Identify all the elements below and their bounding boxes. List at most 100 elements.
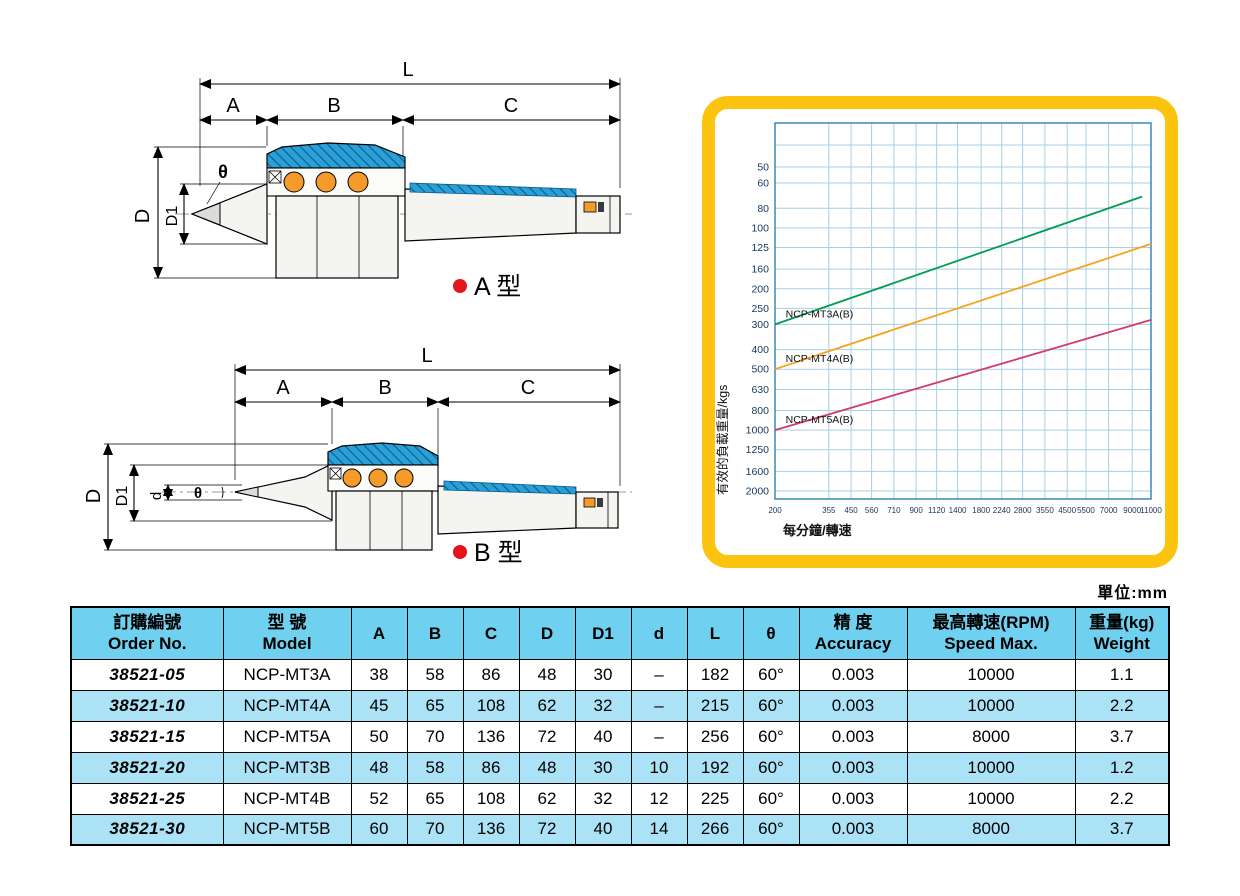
table-cell: 86	[462, 751, 520, 784]
table-cell: 62	[518, 782, 576, 815]
y-tick-label: 2000	[746, 486, 770, 498]
column-header: 訂購編號 Order No.	[70, 606, 224, 660]
column-header: B	[406, 606, 464, 660]
x-tick-label: 2800	[1014, 506, 1032, 515]
table-cell: 14	[630, 813, 688, 846]
y-tick-label: 300	[751, 319, 769, 331]
table-cell: 60°	[742, 813, 800, 846]
table-cell: 60°	[742, 720, 800, 753]
model-cell: NCP-MT3B	[222, 751, 352, 784]
table-cell: 72	[518, 720, 576, 753]
bearing-ball	[342, 468, 362, 488]
table-cell: 0.003	[798, 658, 908, 691]
table-cell: –	[630, 720, 688, 753]
table-row: 38521-30 NCP-MT5B 60 70 136 72 40 14 266 60° 0.003…	[70, 813, 1170, 846]
series-line	[774, 319, 1152, 431]
model-cell: NCP-MT5B	[222, 813, 352, 846]
table-cell: 10000	[906, 689, 1076, 722]
dim-label-C: C	[521, 377, 535, 399]
table-cell: 266	[686, 813, 744, 846]
y-tick-label: 1250	[746, 444, 770, 456]
y-axis-title: 有效的負載重量/kgs	[715, 385, 730, 495]
table-cell: 1.1	[1074, 658, 1170, 691]
dim-label-D: D	[83, 489, 105, 503]
column-header: θ	[742, 606, 800, 660]
series-line	[774, 195, 1143, 326]
table-cell: 32	[574, 689, 632, 722]
bearing-ball	[368, 468, 388, 488]
table-cell: 136	[462, 720, 520, 753]
y-tick-label: 100	[751, 222, 769, 234]
type-a-diagram: L A B C D D1 θ A 型	[132, 59, 632, 301]
order-no-cell: 38521-15	[70, 720, 224, 753]
carbide-tip	[190, 202, 221, 226]
table-cell: 40	[574, 813, 632, 846]
x-tick-label: 4500	[1058, 506, 1076, 515]
series-line	[774, 243, 1152, 371]
column-header: 精 度 Accuracy	[798, 606, 908, 660]
table-cell: 0.003	[798, 813, 908, 846]
type-b-bullet	[453, 545, 467, 559]
x-tick-label: 2240	[993, 506, 1011, 515]
y-tick-label: 60	[757, 178, 769, 190]
table-cell: 136	[462, 813, 520, 846]
order-no-cell: 38521-05	[70, 658, 224, 691]
dim-label-A: A	[276, 377, 290, 399]
dim-label-d: d	[148, 492, 165, 500]
x-tick-label: 710	[887, 506, 901, 515]
table-cell: 0.003	[798, 751, 908, 784]
table-cell: 8000	[906, 813, 1076, 846]
dim-label-A: A	[226, 95, 240, 117]
table-cell: 108	[462, 689, 520, 722]
table-cell: –	[630, 689, 688, 722]
series-label: NCP-MT4A(B)	[786, 353, 854, 365]
x-tick-label: 1120	[928, 506, 946, 515]
column-header: D1	[574, 606, 632, 660]
load-speed-chart: 50 60 80 100 125 160 200 250 300 400 500 630 800 1000…	[715, 122, 1162, 538]
unit-label: 單位:mm	[1097, 585, 1168, 602]
y-tick-label: 1600	[746, 466, 770, 478]
y-tick-label: 200	[751, 283, 769, 295]
x-tick-label: 3550	[1036, 506, 1054, 515]
table-cell: 48	[518, 658, 576, 691]
dim-label-theta: θ	[218, 162, 228, 182]
table-cell: 1.2	[1074, 751, 1170, 784]
table-cell: 45	[350, 689, 408, 722]
dim-label-theta: θ	[194, 485, 202, 502]
housing-cap	[327, 442, 439, 466]
carbide-tip	[234, 486, 259, 498]
table-cell: 30	[574, 751, 632, 784]
housing-cap	[266, 142, 406, 169]
y-tick-label: 250	[751, 303, 769, 315]
table-row: 38521-25 NCP-MT4B 52 65 108 62 32 12 225 60° 0.003…	[70, 782, 1170, 815]
live-center-body-a	[190, 142, 621, 279]
y-tick-label: 50	[757, 162, 769, 174]
model-cell: NCP-MT3A	[222, 658, 352, 691]
y-tick-label: 160	[751, 264, 769, 276]
table-cell: 48	[350, 751, 408, 784]
table-cell: 10000	[906, 658, 1076, 691]
table-cell: 65	[406, 689, 464, 722]
type-a-bullet	[453, 279, 467, 293]
model-cell: NCP-MT4A	[222, 689, 352, 722]
table-row: 38521-20 NCP-MT3B 48 58 86 48 30 10 192 60° 0.003 1…	[70, 751, 1170, 784]
table-cell: 62	[518, 689, 576, 722]
model-cell: NCP-MT4B	[222, 782, 352, 815]
x-axis-title: 每分鐘/轉速	[783, 523, 852, 538]
table-cell: 40	[574, 720, 632, 753]
table-cell: 225	[686, 782, 744, 815]
column-header: d	[630, 606, 688, 660]
table-cell: 70	[406, 720, 464, 753]
table-cell: 12	[630, 782, 688, 815]
dim-label-L: L	[402, 59, 413, 81]
shank-end	[575, 195, 621, 234]
table-cell: 32	[574, 782, 632, 815]
y-tick-label: 400	[751, 344, 769, 356]
table-cell: 48	[518, 751, 576, 784]
table-cell: 0.003	[798, 782, 908, 815]
table-row: 38521-15 NCP-MT5A 50 70 136 72 40–256 60° 0.003 8…	[70, 720, 1170, 753]
x-tick-label: 5500	[1077, 506, 1095, 515]
series-label: NCP-MT3A(B)	[786, 308, 854, 320]
